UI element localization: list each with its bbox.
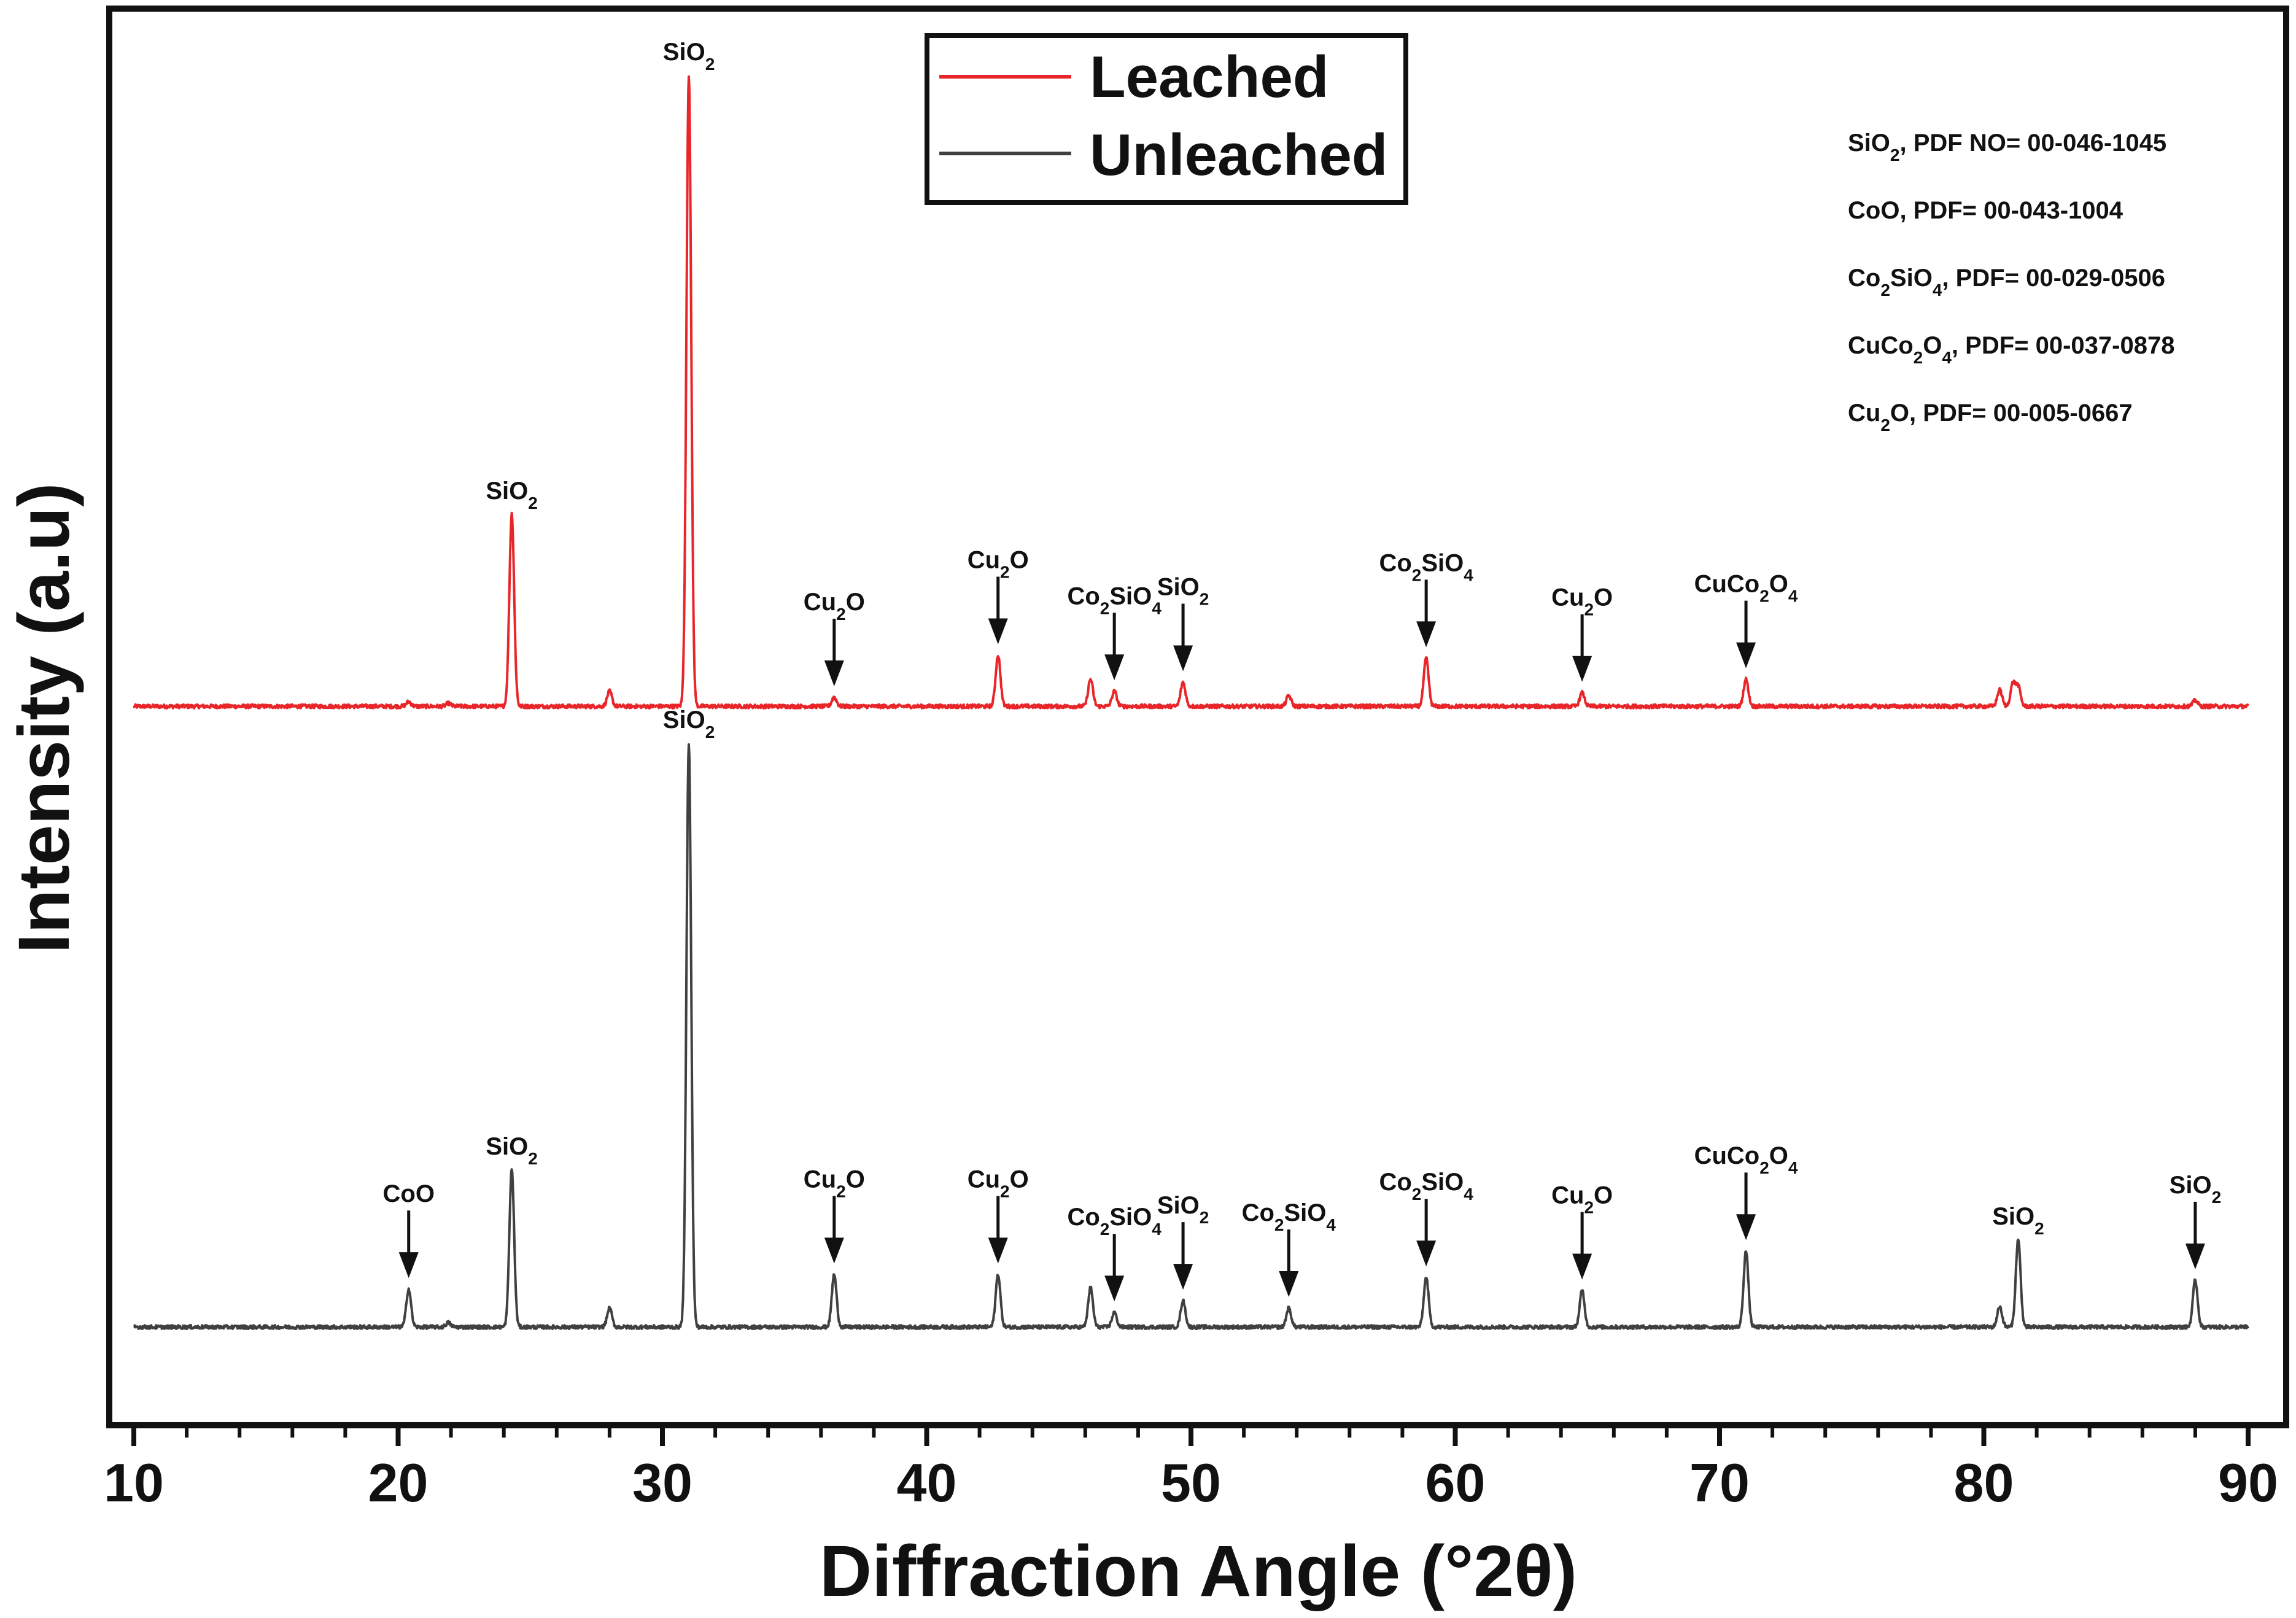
annotation-arrowhead <box>824 1237 844 1264</box>
reference-entry: Co2SiO4, PDF= 00-029-0506 <box>1848 265 2165 300</box>
y-axis-title: Intensity (a.u) <box>4 482 85 953</box>
peak-annotation: Co2SiO4 <box>1067 583 1162 681</box>
peak-label: SiO2 <box>1157 1192 1209 1227</box>
reference-entry: CuCo2O4, PDF= 00-037-0878 <box>1848 332 2174 367</box>
annotation-arrowhead <box>1572 1253 1592 1280</box>
annotation-arrowhead <box>1173 645 1193 672</box>
peak-label: SiO2 <box>486 478 537 513</box>
peak-label: Co2SiO4 <box>1067 583 1162 617</box>
peak-label: CuCo2O4 <box>1694 571 1798 606</box>
peak-label: CoO <box>383 1180 435 1207</box>
peak-label: SiO2 <box>1157 574 1209 609</box>
peak-annotation: Cu2O <box>1551 1182 1613 1280</box>
annotation-arrowhead <box>988 618 1008 644</box>
peak-annotation: Co2SiO4 <box>1379 1169 1473 1267</box>
legend: Leached Unleached <box>925 33 1408 205</box>
peak-label: SiO2 <box>486 1133 537 1168</box>
peak-annotation: SiO2 <box>1157 574 1209 672</box>
reference-list: SiO2, PDF NO= 00-046-1045 CoO, PDF= 00-04… <box>1848 130 2174 435</box>
peak-label: Cu2O <box>1551 1182 1613 1217</box>
peak-label: CuCo2O4 <box>1694 1142 1798 1177</box>
annotation-arrowhead <box>1279 1271 1299 1298</box>
x-tick-label: 50 <box>1161 1452 1221 1513</box>
peak-label: Cu2O <box>968 546 1029 581</box>
peak-annotation: Co2SiO4 <box>1379 549 1473 648</box>
peak-label: Co2SiO4 <box>1379 1169 1473 1204</box>
annotation-arrowhead <box>1736 642 1756 668</box>
peak-annotation: CuCo2O4 <box>1694 571 1798 668</box>
x-tick-label: 10 <box>104 1452 164 1513</box>
annotation-arrowhead <box>1104 1275 1125 1302</box>
peak-annotations-group: SiO2SiO2Cu2OCu2OCo2SiO4SiO2Co2SiO4Cu2OCu… <box>383 39 2221 1302</box>
series-line-leached <box>133 75 2249 710</box>
peak-annotation: Cu2O <box>804 1166 865 1264</box>
x-axis-title: Diffraction Angle (°2θ) <box>820 1531 1577 1612</box>
annotation-arrowhead <box>824 660 844 687</box>
peak-annotation: SiO2 <box>486 1133 537 1168</box>
peak-annotation: CuCo2O4 <box>1694 1142 1798 1241</box>
peak-label: Co2SiO4 <box>1242 1199 1336 1234</box>
peak-label: Cu2O <box>804 589 865 624</box>
x-tick-label: 70 <box>1689 1452 1750 1513</box>
annotation-arrowhead <box>1736 1214 1756 1241</box>
peak-annotation: Co2SiO4 <box>1067 1204 1162 1302</box>
peak-annotation: CoO <box>383 1180 435 1279</box>
peak-annotation: Cu2O <box>968 546 1029 644</box>
peak-label: SiO2 <box>663 706 715 741</box>
plot-frame <box>106 6 2289 1428</box>
x-tick-label: 60 <box>1425 1452 1486 1513</box>
peak-label: Cu2O <box>968 1166 1029 1201</box>
annotation-arrowhead <box>1416 1241 1437 1267</box>
peak-annotation: Cu2O <box>968 1166 1029 1264</box>
traces-group <box>133 75 2249 1330</box>
annotation-arrowhead <box>1104 654 1125 681</box>
peak-annotation: Cu2O <box>804 589 865 687</box>
peak-annotation: SiO2 <box>663 39 715 74</box>
peak-annotation: SiO2 <box>663 706 715 741</box>
peak-label: Cu2O <box>804 1166 865 1201</box>
peak-annotation: SiO2 <box>1992 1203 2044 1238</box>
x-tick-label: 90 <box>2218 1452 2278 1513</box>
reference-entry: Cu2O, PDF= 00-005-0667 <box>1848 400 2133 435</box>
peak-annotation: SiO2 <box>2170 1172 2221 1269</box>
peak-label: Cu2O <box>1551 584 1613 619</box>
peak-annotation: Cu2O <box>1551 584 1613 682</box>
x-axis: 10 20 30 40 50 60 70 80 90 <box>104 1425 2278 1513</box>
annotation-arrowhead <box>1416 621 1437 648</box>
peak-annotation: SiO2 <box>486 478 537 513</box>
legend-label-leached: Leached <box>1090 44 1328 110</box>
annotation-arrowhead <box>1173 1264 1193 1290</box>
legend-box <box>925 33 1408 205</box>
peak-annotation: SiO2 <box>1157 1192 1209 1290</box>
peak-label: SiO2 <box>663 39 715 74</box>
annotation-arrowhead <box>988 1237 1008 1264</box>
x-tick-label: 40 <box>897 1452 957 1513</box>
annotation-arrowhead <box>1572 656 1592 682</box>
x-tick-label: 20 <box>368 1452 429 1513</box>
peak-annotation: Co2SiO4 <box>1242 1199 1336 1298</box>
peak-label: SiO2 <box>1992 1203 2044 1238</box>
series-line-unleached <box>133 743 2249 1330</box>
legend-label-unleached: Unleached <box>1090 122 1387 188</box>
reference-entry: SiO2, PDF NO= 00-046-1045 <box>1848 130 2166 165</box>
peak-label: Co2SiO4 <box>1067 1204 1162 1239</box>
peak-label: Co2SiO4 <box>1379 549 1473 584</box>
x-tick-label: 80 <box>1954 1452 2014 1513</box>
reference-entry: CoO, PDF= 00-043-1004 <box>1848 197 2123 224</box>
x-tick-label: 30 <box>632 1452 692 1513</box>
annotation-arrowhead <box>398 1252 419 1279</box>
peak-label: SiO2 <box>2170 1172 2221 1207</box>
annotation-arrowhead <box>2185 1243 2205 1269</box>
